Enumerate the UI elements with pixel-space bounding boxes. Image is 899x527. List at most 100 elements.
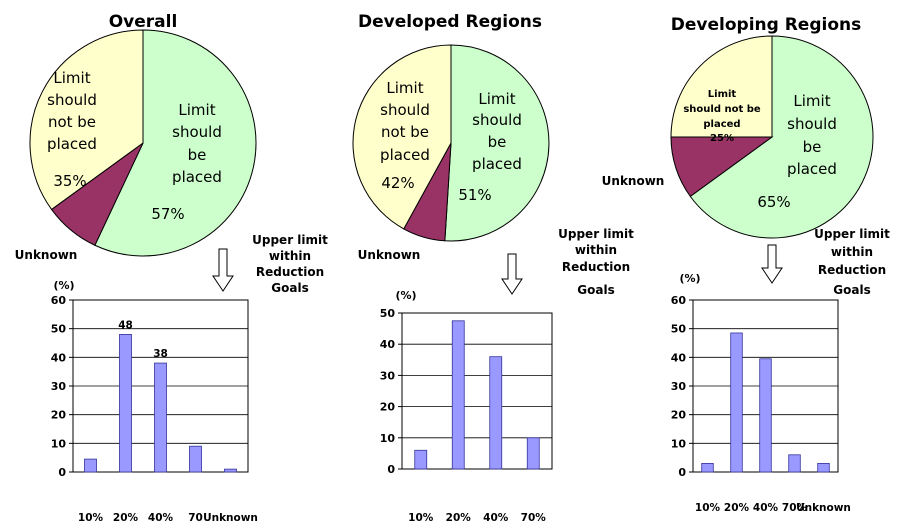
note-line3: Reduction [562, 260, 630, 274]
y-tick-label: 40 [51, 351, 67, 364]
data-label: 48 [118, 319, 133, 331]
bar-40 [759, 358, 772, 473]
x-tick-label: 20% [446, 512, 472, 524]
not-placed-label-line3: not be [48, 113, 96, 131]
down-arrow-icon [212, 248, 234, 292]
y-tick-label: 60 [671, 294, 687, 307]
y-tick-label: 50 [51, 323, 67, 336]
pie-slice-limit-should-be-placed [689, 35, 874, 239]
note-line4: Goals [833, 283, 870, 297]
note-developing: Upper limit within Reduction Goals [814, 227, 890, 297]
pie-chart-developing [670, 35, 874, 239]
note-line3: Reduction [818, 263, 886, 277]
bar-unknown [817, 462, 830, 473]
y-tick-label: 10 [380, 432, 396, 445]
note-line1: Upper limit [814, 227, 890, 241]
not-placed-label-line2: should [47, 91, 97, 109]
placed-label-line4: placed [172, 168, 222, 186]
placed-label-line1: Limit [793, 92, 830, 110]
data-label: 38 [153, 348, 168, 360]
bar-10 [84, 458, 97, 473]
not-placed-label-line3: placed [703, 119, 740, 130]
x-tick-label: 70% [782, 502, 808, 514]
pie-developed-labels: Limit should not be placed 42% Limit sho… [358, 79, 522, 262]
placed-label-line4: placed [472, 155, 522, 173]
bar-unknown [224, 468, 237, 473]
placed-label-line4: placed [787, 160, 837, 178]
note-overall: Upper limit within Reduction Goals [252, 233, 328, 295]
y-axis-unit-label: (%) [679, 272, 700, 285]
pie-slice-limit-should-not-be-placed [670, 35, 773, 138]
bar-70 [189, 445, 202, 473]
unknown-label: Unknown [15, 248, 78, 262]
not-placed-pct: 42% [381, 174, 414, 192]
not-placed-label-line2: should not be [683, 104, 761, 115]
placed-label-line2: should [472, 111, 522, 129]
unknown-label: Unknown [602, 174, 665, 188]
pie-slice-limit-should-not-be-placed [29, 29, 144, 211]
y-tick-label: 20 [380, 401, 396, 414]
y-tick-label: 20 [51, 409, 67, 422]
not-placed-label-line4: placed [380, 146, 430, 164]
y-tick-label: 60 [51, 294, 67, 307]
note-line1: Upper limit [558, 227, 634, 241]
note-line2: within [831, 245, 873, 259]
down-arrow-icon [761, 244, 783, 284]
note-line4: Goals [577, 283, 614, 297]
note-developed: Upper limit within Reduction Goals [558, 227, 634, 297]
pie-title-developed: Developed Regions [358, 12, 542, 32]
x-tick-label: 10% [408, 512, 434, 524]
note-line2: within [269, 249, 311, 263]
not-placed-pct: 35% [53, 172, 86, 190]
x-tick-label: 40% [148, 512, 174, 524]
bar-40 [154, 362, 167, 473]
x-tick-label: 70 [188, 512, 203, 524]
placed-pct: 65% [757, 193, 790, 211]
y-tick-label: 50 [671, 323, 687, 336]
note-line4: Goals [271, 281, 308, 295]
x-tick-label: 20% [113, 512, 139, 524]
bar-chart-overall: 0 10 20 30 40 50 60 (%) 48 38 10% 20% 40% 70 Unknown [51, 279, 258, 524]
not-placed-label-line1: Limit [708, 89, 737, 100]
y-tick-label: 50 [380, 307, 396, 320]
not-placed-label-line2: should [380, 101, 430, 119]
placed-label-line2: should [787, 115, 837, 133]
y-tick-label: 0 [58, 466, 66, 479]
y-tick-label: 10 [671, 437, 687, 450]
not-placed-label-line1: Limit [386, 79, 423, 97]
pie-slice-limit-should-be-placed [444, 44, 550, 242]
pie-developing-labels: Limit should not be placed 25% Limit sho… [602, 89, 837, 211]
x-tick-label: 70% [521, 512, 547, 524]
pie-overall-labels: Limit should not be placed 35% Limit sho… [15, 69, 222, 262]
placed-label-line3: be [803, 138, 822, 156]
not-placed-label-line4: placed [47, 135, 97, 153]
y-tick-label: 40 [380, 338, 396, 351]
y-tick-label: 20 [671, 409, 687, 422]
y-axis-unit-label: (%) [395, 289, 416, 302]
pie-title-overall: Overall [109, 12, 178, 32]
bar-20 [451, 320, 465, 470]
pie-title-developing: Developing Regions [671, 15, 861, 35]
y-tick-label: 0 [387, 463, 395, 476]
not-placed-label-line3: not be [381, 123, 429, 141]
y-tick-label: 40 [671, 351, 687, 364]
note-line3: Reduction [256, 265, 324, 279]
pie-chart-overall [29, 29, 257, 257]
placed-pct: 51% [458, 186, 491, 204]
placed-pct: 57% [151, 205, 184, 223]
pie-chart-developed [352, 44, 550, 242]
pie-slice-limit-should-be-placed [94, 29, 257, 257]
not-placed-pct: 25% [710, 133, 734, 144]
x-tick-label: Unknown [796, 502, 851, 514]
unknown-label: Unknown [358, 248, 421, 262]
bar-20 [119, 333, 132, 473]
y-tick-label: 30 [671, 380, 687, 393]
placed-label-line3: be [188, 146, 207, 164]
bar-70 [788, 454, 801, 473]
placed-label-line2: should [172, 123, 222, 141]
x-tick-label: 10% [78, 512, 104, 524]
bar-chart-developed: 0 10 20 30 40 50 (%) 10% 20% 40% 70% [380, 289, 553, 524]
down-arrow-icon [501, 253, 523, 295]
x-tick-label: 40% [753, 502, 779, 514]
x-tick-label: 40% [483, 512, 509, 524]
